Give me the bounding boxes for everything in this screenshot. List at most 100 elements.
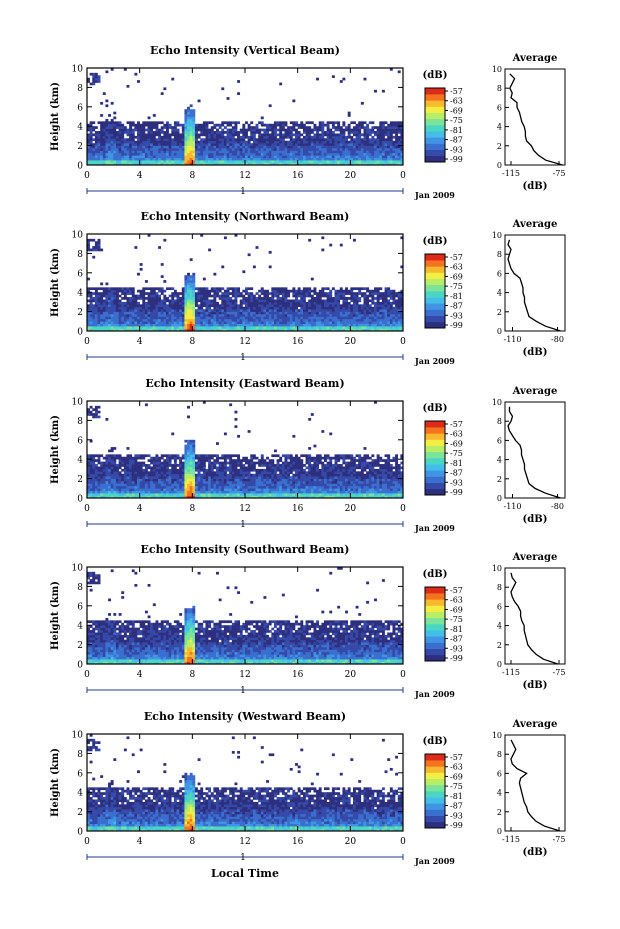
x-tick-label: 4 bbox=[137, 171, 143, 181]
colorbar: -57-63-69-75-81-87-93-99 bbox=[424, 586, 463, 663]
y-tick-label: 6 bbox=[77, 769, 83, 779]
average-profile: Average 0 2 4 6 8 10 -115 -75 (dB) bbox=[492, 53, 566, 192]
y-tick-label: 8 bbox=[77, 250, 83, 260]
colorbar-swatch bbox=[425, 100, 445, 107]
x-tick-label: 12 bbox=[239, 504, 250, 514]
average-y-tick-label: 6 bbox=[497, 769, 502, 778]
colorbar-swatch bbox=[425, 254, 445, 261]
colorbar-swatch bbox=[425, 284, 445, 292]
average-y-tick-label: 8 bbox=[497, 417, 502, 426]
colorbar-swatch bbox=[425, 309, 445, 316]
colorbar-tick-label: -93 bbox=[450, 145, 463, 154]
x-tick-label: 16 bbox=[292, 504, 304, 514]
y-axis-label: Height (km) bbox=[50, 248, 61, 317]
day-label: 1 bbox=[240, 853, 246, 863]
colorbar-unit: (dB) bbox=[423, 403, 448, 414]
colorbar-swatch bbox=[425, 458, 445, 465]
average-x-label: (dB) bbox=[523, 680, 548, 691]
average-frame bbox=[504, 68, 566, 166]
average-x-tick-label: -75 bbox=[553, 835, 566, 844]
y-tick-label: 0 bbox=[77, 661, 83, 671]
colorbar-tick-label: -69 bbox=[450, 272, 463, 281]
x-tick-label: 4 bbox=[137, 337, 143, 347]
average-y-tick-label: 6 bbox=[497, 436, 502, 445]
colorbar-swatch bbox=[425, 766, 445, 773]
x-tick-label: 8 bbox=[189, 337, 195, 347]
average-x-tick-label: -80 bbox=[551, 335, 564, 344]
average-y-tick-label: 8 bbox=[497, 250, 502, 259]
colorbar-swatch bbox=[425, 278, 445, 286]
y-axis-label: Height (km) bbox=[50, 748, 61, 817]
colorbar-tick-label: -93 bbox=[450, 478, 463, 487]
average-x-tick-label: -110 bbox=[504, 335, 522, 344]
colorbar-swatch bbox=[425, 488, 445, 496]
colorbar-tick-label: -87 bbox=[450, 802, 463, 811]
y-tick-label: 0 bbox=[77, 328, 83, 338]
colorbar-tick-label: -69 bbox=[450, 605, 463, 614]
x-tick-label: 4 bbox=[137, 670, 143, 680]
y-tick-label: 6 bbox=[77, 436, 83, 446]
average-y-tick-label: 4 bbox=[497, 789, 502, 798]
colorbar-swatch bbox=[425, 648, 445, 656]
colorbar-swatch bbox=[425, 797, 445, 804]
day-label: 1 bbox=[240, 353, 246, 363]
x-tick-label: 12 bbox=[239, 837, 250, 847]
average-frame bbox=[504, 567, 566, 665]
colorbar-swatch bbox=[425, 636, 445, 643]
y-tick-label: 4 bbox=[77, 622, 83, 632]
panel-title: Echo Intensity (Vertical Beam) bbox=[150, 44, 340, 57]
day-label: 1 bbox=[240, 686, 246, 696]
x-tick-label: 0 bbox=[400, 504, 406, 514]
colorbar-frame bbox=[424, 87, 446, 163]
average-frame bbox=[504, 734, 566, 832]
x-tick-label: 20 bbox=[345, 504, 357, 514]
average-y-tick-label: 4 bbox=[497, 123, 502, 132]
y-tick-label: 4 bbox=[77, 289, 83, 299]
x-tick-label: 0 bbox=[84, 171, 90, 181]
average-y-tick-label: 0 bbox=[497, 827, 502, 836]
average-y-tick-label: 2 bbox=[497, 475, 502, 484]
colorbar-swatch bbox=[425, 118, 445, 126]
colorbar-swatch bbox=[425, 439, 445, 446]
colorbar-frame bbox=[424, 420, 446, 496]
average-frame bbox=[504, 234, 566, 332]
average-profile: Average 0 2 4 6 8 10 -115 -75 (dB) bbox=[492, 552, 566, 691]
colorbar-swatch bbox=[425, 155, 445, 163]
colorbar-frame bbox=[424, 586, 446, 662]
x-tick-label: 20 bbox=[345, 171, 357, 181]
y-tick-label: 2 bbox=[77, 142, 83, 152]
colorbar-swatch bbox=[425, 421, 445, 428]
colorbar-tick-label: -87 bbox=[450, 635, 463, 644]
average-title: Average bbox=[512, 386, 558, 397]
colorbar-tick-label: -93 bbox=[450, 644, 463, 653]
x-tick-label: 16 bbox=[292, 337, 304, 347]
colorbar-swatch bbox=[425, 617, 445, 625]
colorbar-tick-label: -81 bbox=[450, 292, 463, 301]
x-tick-label: 12 bbox=[239, 337, 250, 347]
average-y-tick-label: 8 bbox=[497, 583, 502, 592]
average-profile: Average 0 2 4 6 8 10 -115 -75 (dB) bbox=[492, 719, 566, 858]
y-tick-label: 6 bbox=[77, 269, 83, 279]
echo-heatmap bbox=[87, 234, 404, 332]
colorbar-unit: (dB) bbox=[423, 70, 448, 81]
echo-heatmap bbox=[87, 401, 404, 499]
average-x-label: (dB) bbox=[523, 847, 548, 858]
y-tick-label: 8 bbox=[77, 84, 83, 94]
colorbar-tick-label: -57 bbox=[450, 586, 463, 595]
average-profile-line bbox=[510, 572, 559, 665]
date-label: Jan 2009 bbox=[414, 689, 455, 699]
colorbar: -57-63-69-75-81-87-93-99 bbox=[424, 420, 463, 497]
average-y-tick-label: 6 bbox=[497, 103, 502, 112]
colorbar-swatch bbox=[425, 321, 445, 329]
colorbar-tick-label: -63 bbox=[450, 430, 463, 439]
average-y-tick-label: 0 bbox=[497, 494, 502, 503]
colorbar-swatch bbox=[425, 451, 445, 459]
average-x-tick-label: -115 bbox=[502, 169, 520, 178]
y-tick-label: 8 bbox=[77, 417, 83, 427]
x-tick-label: 12 bbox=[239, 670, 250, 680]
y-tick-label: 10 bbox=[72, 231, 84, 241]
colorbar-swatch bbox=[425, 754, 445, 761]
colorbar-swatch bbox=[425, 599, 445, 606]
average-profile: Average 0 2 4 6 8 10 -110 -80(dB) bbox=[492, 219, 566, 358]
